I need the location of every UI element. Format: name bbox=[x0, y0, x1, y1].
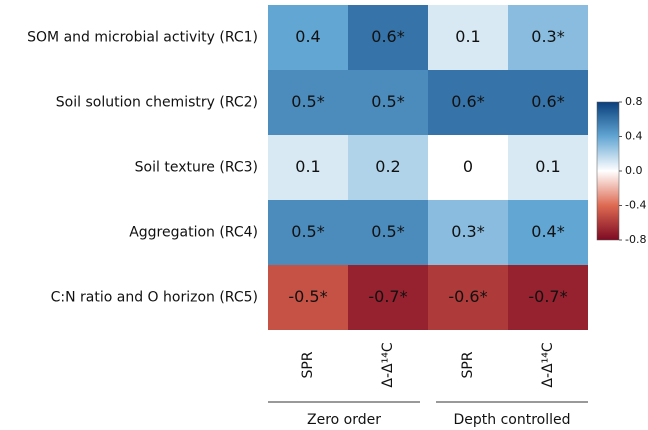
heatmap-cell bbox=[348, 70, 428, 135]
column-label: Δ-Δ¹⁴C bbox=[380, 342, 396, 387]
cell-label: 0.5* bbox=[371, 92, 404, 111]
cell-label: 0.3* bbox=[451, 222, 484, 241]
cell-label: 0.6* bbox=[371, 27, 404, 46]
cell-label: 0.6* bbox=[451, 92, 484, 111]
colorbar-tick-label: -0.8 bbox=[625, 233, 646, 246]
heatmap-cell bbox=[428, 265, 508, 330]
colorbar-tick-label: 0.0 bbox=[625, 164, 643, 177]
cell-label: 0.4 bbox=[295, 27, 320, 46]
row-label: Soil texture (RC3) bbox=[135, 160, 258, 176]
heatmap-cell bbox=[508, 200, 588, 265]
colorbar-tick-label: 0.4 bbox=[625, 130, 643, 143]
cell-label: 0.5* bbox=[291, 92, 324, 111]
group-label: Zero order bbox=[307, 412, 381, 428]
row-label: Aggregation (RC4) bbox=[129, 225, 258, 241]
heatmap-cell bbox=[268, 70, 348, 135]
cell-label: -0.6* bbox=[448, 287, 487, 306]
cell-label: 0.3* bbox=[531, 27, 564, 46]
cell-label: -0.5* bbox=[288, 287, 327, 306]
cell-label: 0.4* bbox=[531, 222, 564, 241]
group-label: Depth controlled bbox=[453, 412, 570, 428]
cell-label: 0.5* bbox=[371, 222, 404, 241]
colorbar bbox=[596, 101, 620, 241]
heatmap-cell bbox=[428, 135, 508, 200]
heatmap-cell bbox=[508, 70, 588, 135]
cell-label: -0.7* bbox=[528, 287, 567, 306]
heatmap-cell bbox=[348, 200, 428, 265]
heatmap-cell bbox=[428, 70, 508, 135]
heatmap-cell bbox=[428, 5, 508, 70]
heatmap-cell bbox=[508, 265, 588, 330]
heatmap-cell bbox=[268, 265, 348, 330]
column-label: SPR bbox=[460, 351, 476, 378]
column-label: SPR bbox=[300, 351, 316, 378]
row-label: SOM and microbial activity (RC1) bbox=[27, 30, 258, 46]
cell-label: 0.2 bbox=[375, 157, 400, 176]
colorbar-tick-label: -0.4 bbox=[625, 199, 646, 212]
heatmap-cell bbox=[348, 265, 428, 330]
heatmap-cell bbox=[508, 5, 588, 70]
heatmap-cell bbox=[348, 135, 428, 200]
heatmap-cell bbox=[348, 5, 428, 70]
row-label: C:N ratio and O horizon (RC5) bbox=[51, 290, 258, 306]
heatmap-cell bbox=[268, 200, 348, 265]
colorbar-tick-label: 0.8 bbox=[625, 95, 643, 108]
heatmap-cell bbox=[508, 135, 588, 200]
heatmap-cell bbox=[428, 200, 508, 265]
cell-label: 0 bbox=[463, 157, 473, 176]
cell-label: -0.7* bbox=[368, 287, 407, 306]
row-label: Soil solution chemistry (RC2) bbox=[56, 95, 258, 111]
cell-label: 0.1 bbox=[295, 157, 320, 176]
cell-label: 0.6* bbox=[531, 92, 564, 111]
cell-label: 0.1 bbox=[535, 157, 560, 176]
cell-label: 0.5* bbox=[291, 222, 324, 241]
column-label: Δ-Δ¹⁴C bbox=[540, 342, 556, 387]
heatmap-cell bbox=[268, 5, 348, 70]
heatmap-cell bbox=[268, 135, 348, 200]
cell-label: 0.1 bbox=[455, 27, 480, 46]
